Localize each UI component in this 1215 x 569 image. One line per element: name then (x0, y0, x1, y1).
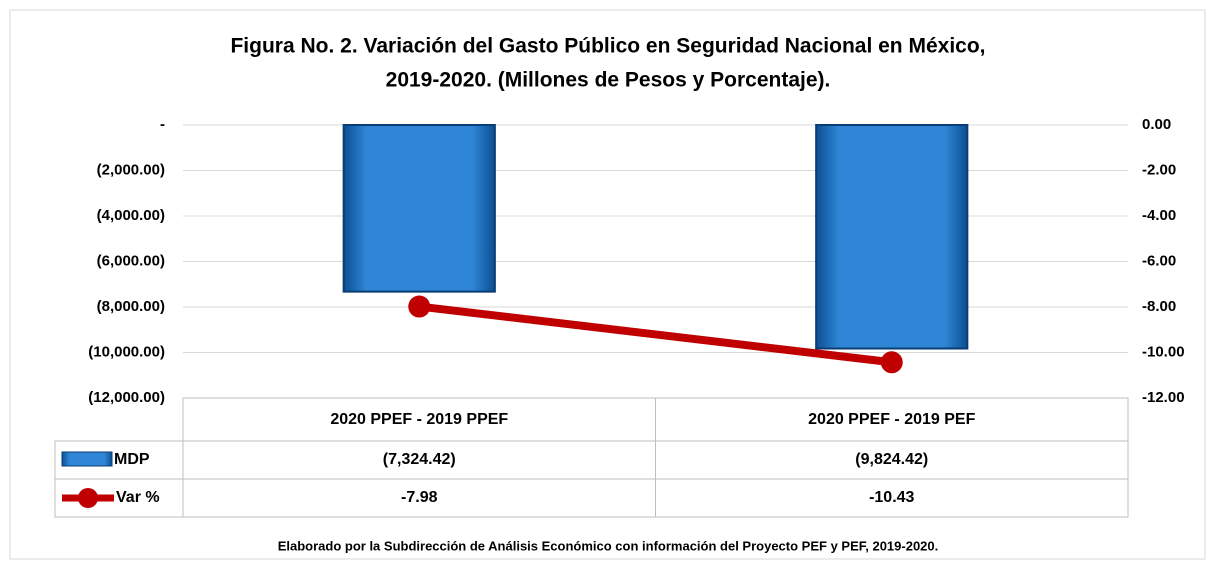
legend-label: MDP (114, 451, 150, 468)
y2-tick-label: -6.00 (1142, 252, 1176, 269)
legend-bar-icon (61, 451, 113, 467)
table-value: -7.98 (401, 489, 438, 506)
bar (342, 124, 496, 293)
table-value: (7,324.42) (383, 451, 456, 468)
y-tick-label: (8,000.00) (97, 298, 165, 315)
y-tick-label: (6,000.00) (97, 252, 165, 269)
bar (815, 124, 969, 350)
y2-tick-label: -10.00 (1142, 343, 1185, 360)
x-tick-label: 2020 PPEF - 2019 PEF (808, 411, 975, 428)
chart-title: 2019-2020. (Millones de Pesos y Porcenta… (386, 69, 831, 92)
x-tick-label: 2020 PPEF - 2019 PPEF (330, 411, 508, 428)
marker (880, 351, 903, 374)
y2-tick-label: 0.00 (1142, 116, 1171, 133)
legend-label: Var % (116, 489, 160, 506)
y2-tick-label: -4.00 (1142, 207, 1176, 224)
y-tick-label: (10,000.00) (88, 343, 165, 360)
chart-title: Figura No. 2. Variación del Gasto Públic… (230, 35, 985, 58)
legend-marker-icon (78, 488, 98, 508)
table-value: -10.43 (869, 489, 914, 506)
y2-tick-label: -12.00 (1142, 389, 1185, 406)
y-tick-label: (4,000.00) (97, 207, 165, 224)
y2-tick-label: -8.00 (1142, 298, 1176, 315)
frame (9, 9, 1206, 560)
marker (408, 295, 431, 318)
y2-tick-label: -2.00 (1142, 161, 1176, 178)
y-tick-label: - (160, 116, 165, 133)
y-tick-label: (2,000.00) (97, 161, 165, 178)
table-value: (9,824.42) (855, 451, 928, 468)
line (418, 302, 893, 367)
note: Elaborado por la Subdirección de Análisi… (278, 538, 939, 553)
y-tick-label: (12,000.00) (88, 389, 165, 406)
